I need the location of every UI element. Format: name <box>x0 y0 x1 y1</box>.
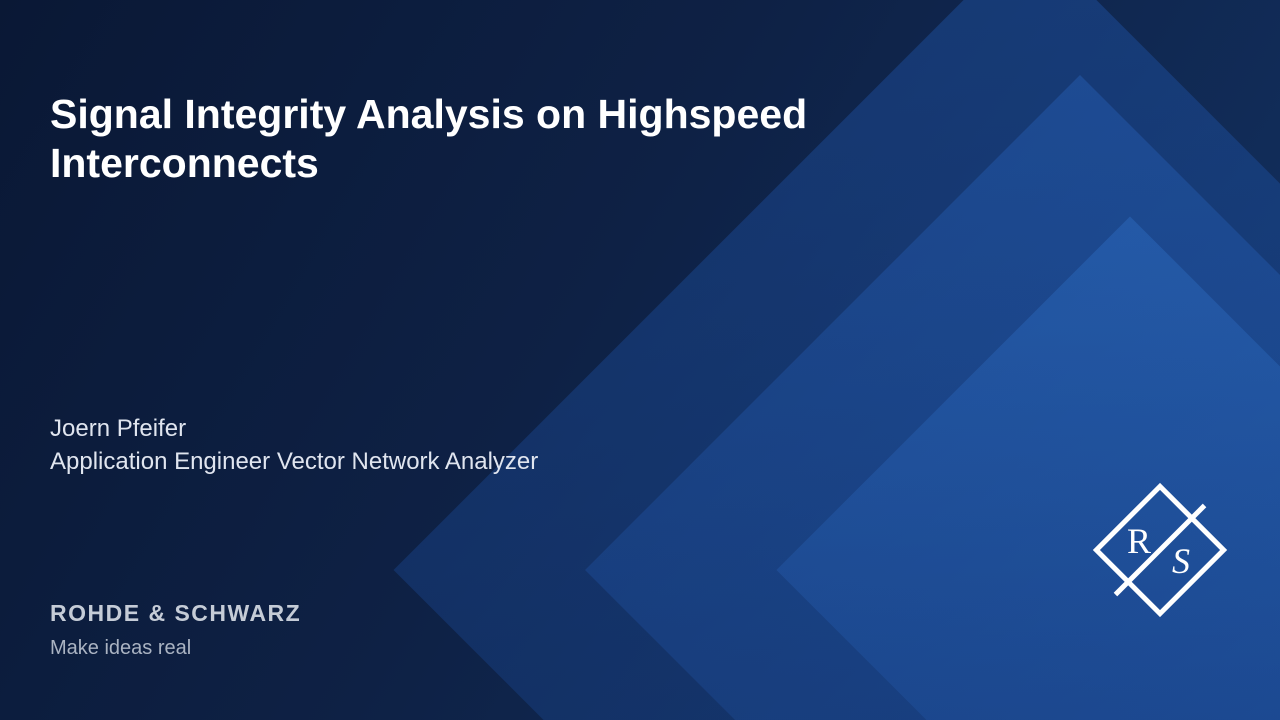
company-tagline: Make ideas real <box>50 637 301 660</box>
slide-title: Signal Integrity Analysis on Highspeed I… <box>50 90 850 188</box>
presenter-info: Joern Pfeifer Application Engineer Vecto… <box>50 413 1230 478</box>
presenter-name: Joern Pfeifer <box>50 413 1230 445</box>
logo-letter-s: S <box>1172 541 1190 581</box>
presentation-slide: Signal Integrity Analysis on Highspeed I… <box>0 0 1280 720</box>
presenter-role: Application Engineer Vector Network Anal… <box>50 446 1230 478</box>
slide-footer: ROHDE & SCHWARZ Make ideas real <box>50 600 301 660</box>
rs-logo-icon: R S <box>1085 475 1235 630</box>
logo-letter-r: R <box>1127 521 1151 561</box>
company-name: ROHDE & SCHWARZ <box>50 600 301 627</box>
